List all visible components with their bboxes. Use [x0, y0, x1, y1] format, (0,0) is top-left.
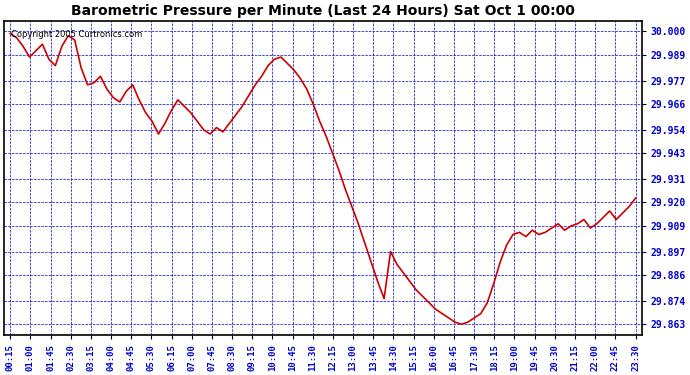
- Title: Barometric Pressure per Minute (Last 24 Hours) Sat Oct 1 00:00: Barometric Pressure per Minute (Last 24 …: [71, 4, 575, 18]
- Text: Copyright 2005 Curtronics.com: Copyright 2005 Curtronics.com: [10, 30, 141, 39]
